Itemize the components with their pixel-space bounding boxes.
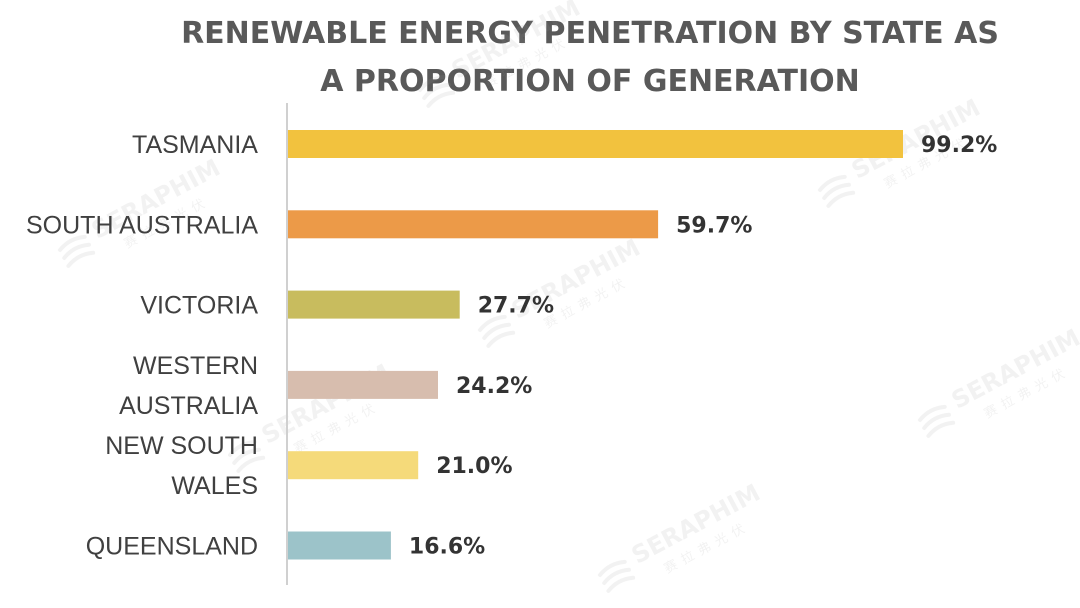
bar-5 bbox=[288, 531, 391, 560]
watermark-logo-icon bbox=[602, 567, 631, 585]
category-label-1: SOUTH AUSTRALIA bbox=[26, 211, 258, 239]
category-label-3-line-0: WESTERN bbox=[133, 352, 258, 380]
watermark-logo-icon bbox=[232, 447, 261, 465]
category-label-5: QUEENSLAND bbox=[86, 533, 258, 561]
bar-2 bbox=[288, 290, 460, 319]
bar-4 bbox=[288, 451, 419, 480]
category-label-0-line-0: TASMANIA bbox=[132, 131, 258, 159]
value-label-5: 16.6% bbox=[409, 535, 485, 560]
watermark-logo-icon bbox=[826, 190, 856, 208]
value-label-1: 59.7% bbox=[676, 213, 752, 238]
watermark-logo-icon bbox=[822, 182, 851, 200]
watermark-logo-icon bbox=[422, 82, 451, 100]
watermark-logo-icon bbox=[922, 412, 951, 430]
value-label-4: 21.0% bbox=[436, 454, 512, 479]
watermark-logo-icon bbox=[66, 250, 96, 268]
value-label-3: 24.2% bbox=[456, 374, 532, 399]
watermark-logo-icon bbox=[918, 404, 947, 422]
bar-0 bbox=[288, 130, 903, 158]
bar-3 bbox=[288, 370, 438, 399]
category-label-3-line-1: AUSTRALIA bbox=[119, 392, 258, 420]
category-label-2: VICTORIA bbox=[140, 292, 258, 320]
watermark-logo-icon bbox=[598, 559, 627, 577]
bars-layer: 99.2% TASMANIA 59.7% SOUTH AUSTRALIA 27.7% VI… bbox=[26, 130, 997, 561]
category-label-3: WESTERN AUSTRALIA bbox=[119, 352, 258, 420]
watermark-logo-icon bbox=[606, 575, 636, 593]
watermark-logo-icon bbox=[426, 90, 456, 108]
watermark-logo-icon bbox=[478, 314, 507, 332]
category-label-5-line-0: QUEENSLAND bbox=[86, 533, 258, 561]
watermark-logo-icon bbox=[486, 330, 516, 348]
chart-title: RENEWABLE ENERGY PENETRATION BY STATE AS… bbox=[150, 10, 1030, 106]
category-label-1-line-0: SOUTH AUSTRALIA bbox=[26, 211, 258, 239]
watermark-logo-icon bbox=[926, 420, 956, 438]
category-label-4-line-1: WALES bbox=[171, 472, 258, 500]
value-label-0: 99.2% bbox=[921, 133, 997, 158]
watermark-logo-icon bbox=[418, 74, 447, 92]
category-label-4-line-0: NEW SOUTH bbox=[105, 432, 258, 460]
watermark-logo-icon bbox=[818, 174, 847, 192]
value-label-2: 27.7% bbox=[478, 294, 554, 319]
watermark-logo-icon bbox=[236, 455, 266, 473]
watermark-logo-icon bbox=[228, 439, 257, 457]
category-label-0: TASMANIA bbox=[132, 131, 258, 159]
watermark-logo-icon bbox=[62, 242, 91, 260]
chart-title-line-2: A PROPORTION OF GENERATION bbox=[320, 64, 860, 99]
category-label-2-line-0: VICTORIA bbox=[140, 292, 258, 320]
watermark-logo-icon bbox=[482, 322, 511, 340]
bar-1 bbox=[288, 210, 659, 239]
category-label-4: NEW SOUTH WALES bbox=[105, 432, 258, 500]
watermark-logo-icon bbox=[58, 234, 87, 252]
chart-title-line-1: RENEWABLE ENERGY PENETRATION BY STATE AS bbox=[181, 16, 999, 51]
